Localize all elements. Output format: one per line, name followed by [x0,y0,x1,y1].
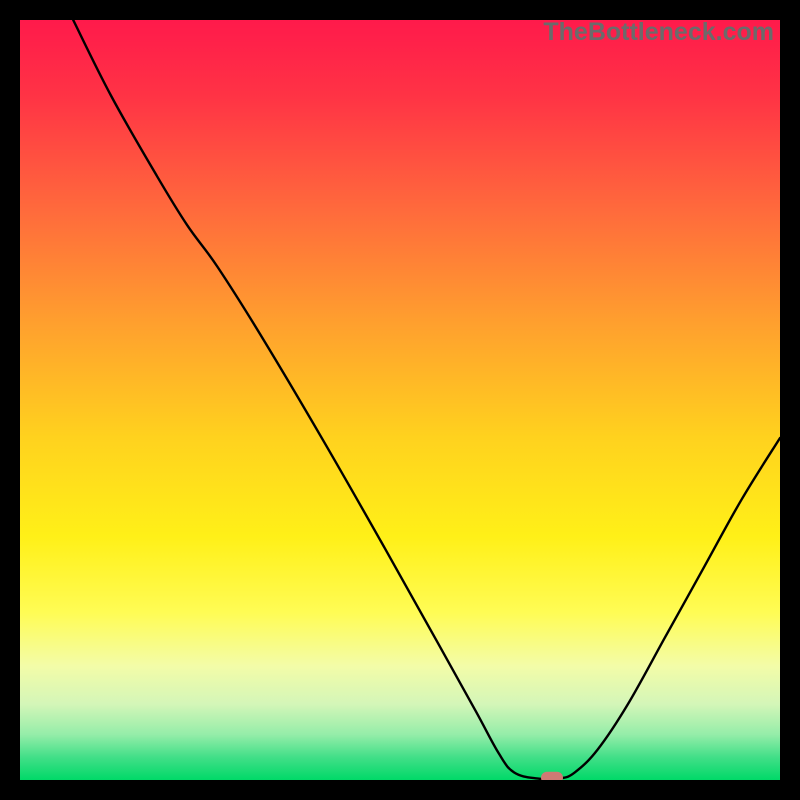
optimal-marker [541,772,563,780]
chart-frame: TheBottleneck.com [0,0,800,800]
plot-area [20,20,780,780]
plot-svg [20,20,780,780]
gradient-background [20,20,780,780]
watermark-text: TheBottleneck.com [543,18,774,47]
